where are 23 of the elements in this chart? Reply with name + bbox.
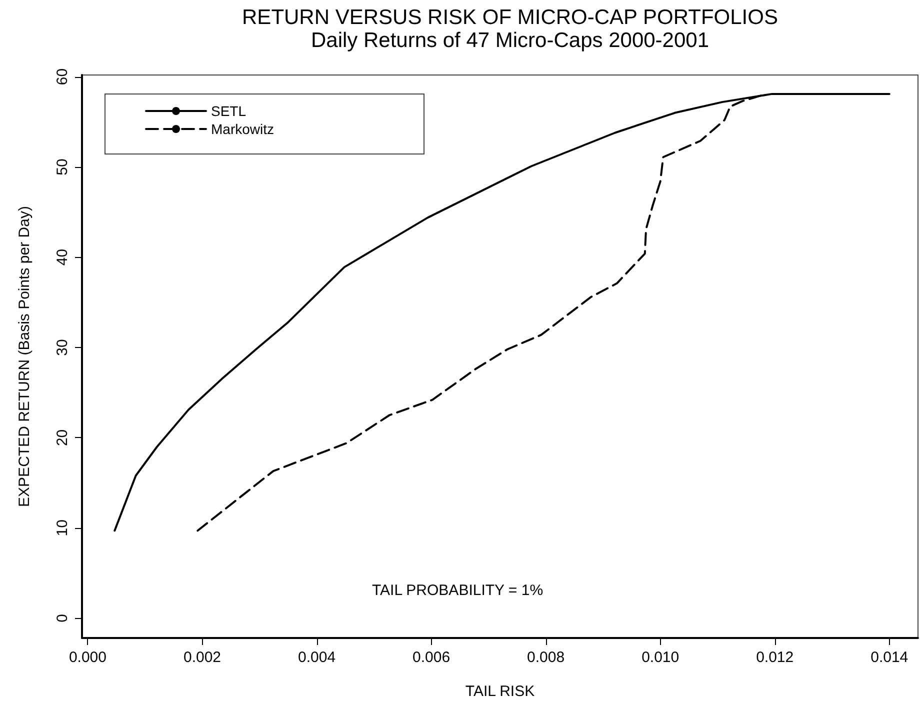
y-tick-label: 50 <box>54 158 71 176</box>
chart-subtitle: Daily Returns of 47 Micro-Caps 2000-2001 <box>310 29 710 52</box>
chart-title: RETURN VERSUS RISK OF MICRO-CAP PORTFOLIOS <box>242 6 778 29</box>
x-axis-title: TAIL RISK <box>465 683 535 700</box>
x-tick-label: 0.000 <box>68 649 106 666</box>
y-axis-title: EXPECTED RETURN (Basis Points per Day) <box>16 206 33 507</box>
y-tick-label: 30 <box>54 339 71 356</box>
x-tick-label: 0.010 <box>642 649 680 666</box>
y-tick-label: 20 <box>54 429 71 446</box>
x-tick-label: 0.008 <box>527 649 565 666</box>
legend-label: SETL <box>211 103 246 119</box>
x-tick-label: 0.002 <box>183 649 222 666</box>
x-tick-label: 0.006 <box>412 649 450 666</box>
x-tick-label: 0.004 <box>298 649 336 666</box>
y-tick-label: 60 <box>54 68 71 86</box>
legend-label: Markowitz <box>211 121 274 137</box>
y-tick-label: 0 <box>54 614 71 622</box>
x-tick-label: 0.012 <box>756 649 794 666</box>
line-series <box>114 92 890 532</box>
annotation: TAIL PROBABILITY = 1% <box>372 582 544 599</box>
y-tick-label: 40 <box>54 248 71 266</box>
y-tick-label: 10 <box>54 520 71 536</box>
x-tick-label: 0.014 <box>870 649 908 666</box>
